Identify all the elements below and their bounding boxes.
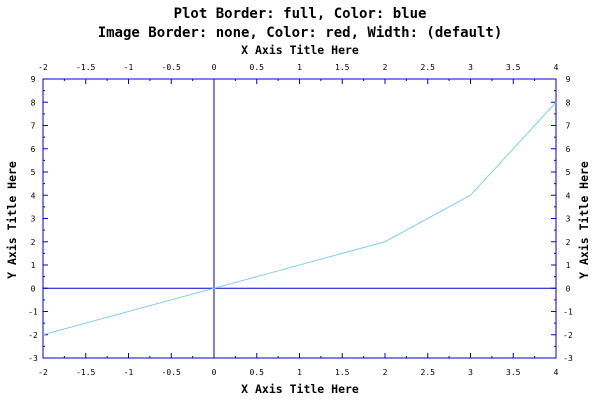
y-tick-label-left: -1 <box>28 308 38 317</box>
x-tick-label-bottom: -2 <box>38 368 48 377</box>
y-tick-label-left: -3 <box>28 354 38 363</box>
x-tick-label-bottom: 0.5 <box>250 368 265 377</box>
y-tick-label-left: 9 <box>31 75 36 84</box>
y-tick-label-left: -2 <box>28 331 38 340</box>
x-tick-label-top: -2 <box>38 63 48 72</box>
y-tick-label-left: 0 <box>31 284 36 293</box>
x-tick-label-bottom: 2 <box>383 368 388 377</box>
y-tick-label-right: 1 <box>566 261 571 270</box>
y-tick-label-right: 7 <box>566 122 571 131</box>
y-tick-label-left: 2 <box>31 238 36 247</box>
x-tick-label-top: 4 <box>554 63 559 72</box>
y-tick-label-right: -2 <box>563 331 573 340</box>
x-tick-label-top: 3 <box>468 63 473 72</box>
y-tick-label-right: 2 <box>566 238 571 247</box>
x-tick-label-top: -1.5 <box>76 63 95 72</box>
x-tick-label-bottom: 4 <box>554 368 559 377</box>
y-tick-label-right: -3 <box>563 354 573 363</box>
y-axis-title-right: Y Axis Title Here <box>577 161 591 279</box>
x-tick-label-bottom: 1.5 <box>335 368 350 377</box>
x-axis-title-top: X Axis Title Here <box>241 43 359 57</box>
chart-title-line-1: Plot Border: full, Color: blue <box>174 6 427 22</box>
y-tick-label-left: 7 <box>31 122 36 131</box>
x-tick-label-top: 1.5 <box>335 63 350 72</box>
y-tick-label-left: 1 <box>31 261 36 270</box>
plot-border <box>42 78 557 359</box>
x-axis-title-bottom: X Axis Title Here <box>241 382 359 396</box>
x-tick-label-bottom: -1.5 <box>76 368 95 377</box>
chart-title-line-2: Image Border: none, Color: red, Width: (… <box>98 25 503 41</box>
x-tick-label-top: 2 <box>383 63 388 72</box>
y-axis-title-left: Y Axis Title Here <box>5 161 19 279</box>
x-tick-label-top: 2.5 <box>421 63 436 72</box>
y-tick-label-right: 5 <box>566 168 571 177</box>
x-tick-label-bottom: 3 <box>468 368 473 377</box>
x-tick-label-top: 0.5 <box>250 63 265 72</box>
x-tick-label-top: 3.5 <box>506 63 521 72</box>
x-tick-label-top: 1 <box>297 63 302 72</box>
y-tick-label-right: -1 <box>563 308 573 317</box>
y-tick-label-left: 4 <box>31 191 36 200</box>
series-line <box>42 101 557 336</box>
x-tick-label-bottom: -0.5 <box>162 368 181 377</box>
y-tick-label-right: 9 <box>566 75 571 84</box>
y-tick-label-right: 4 <box>566 191 571 200</box>
x-tick-label-bottom: 0 <box>212 368 217 377</box>
x-tick-label-top: 0 <box>212 63 217 72</box>
y-tick-label-left: 6 <box>31 145 36 154</box>
y-tick-label-right: 3 <box>566 215 571 224</box>
x-tick-label-top: -1 <box>124 63 134 72</box>
y-tick-label-right: 0 <box>566 284 571 293</box>
y-tick-label-left: 3 <box>31 215 36 224</box>
x-tick-label-bottom: -1 <box>124 368 134 377</box>
y-tick-label-right: 6 <box>566 145 571 154</box>
x-tick-label-top: -0.5 <box>162 63 181 72</box>
y-tick-label-left: 8 <box>31 98 36 107</box>
x-tick-label-bottom: 3.5 <box>506 368 521 377</box>
y-tick-label-left: 5 <box>31 168 36 177</box>
x-tick-label-bottom: 1 <box>297 368 302 377</box>
y-tick-label-right: 8 <box>566 98 571 107</box>
x-tick-label-bottom: 2.5 <box>421 368 436 377</box>
plot-area: -2 -2 -1.5 -1.5 -1 -1 -0.5 -0.5 0 0 0.5 0.5 1 1 1.5 1.5… <box>28 63 573 377</box>
